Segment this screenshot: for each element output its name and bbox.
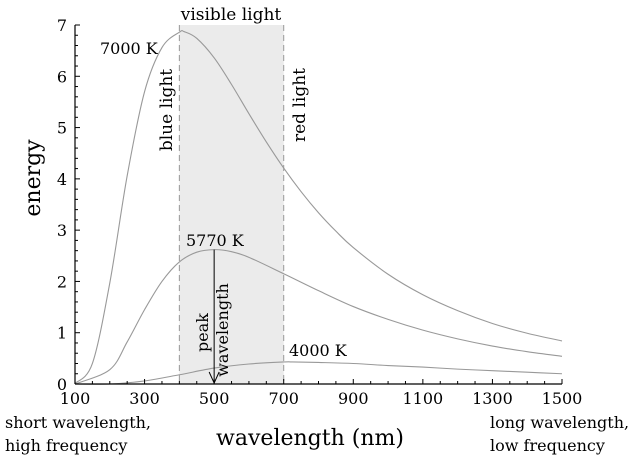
- series-label-7000k: 7000 K: [100, 39, 159, 58]
- short-end-line-2: high frequency: [5, 436, 127, 455]
- peak-label-line-2: wavelength: [213, 283, 232, 377]
- curve-4000k: [74, 361, 563, 385]
- series-label-5770k: 5770 K: [186, 231, 245, 250]
- x-tick-label: 700: [268, 389, 299, 408]
- x-axis-title: wavelength (nm): [216, 426, 404, 451]
- long-end-line-1: long wavelength,: [490, 413, 629, 432]
- y-tick-label: 5: [57, 119, 67, 138]
- short-end-line-1: short wavelength,: [5, 413, 151, 432]
- curve-7000k: [74, 29, 563, 384]
- peak-wavelength-arrow: [208, 249, 220, 385]
- y-tick-label: 3: [57, 221, 67, 240]
- y-tick-label: 1: [57, 324, 67, 343]
- x-tick-label: 1300: [472, 389, 513, 408]
- y-tick-label: 2: [57, 272, 67, 291]
- y-tick-label: 0: [57, 375, 67, 394]
- visible-light-label: visible light: [180, 5, 282, 25]
- peak-wavelength-label: peak wavelength: [193, 283, 232, 377]
- x-tick-label: 300: [129, 389, 160, 408]
- long-end-label: long wavelength, low frequency: [490, 413, 634, 455]
- curves-group: [74, 29, 563, 385]
- x-tick-label: 500: [199, 389, 230, 408]
- curve-5770k: [74, 249, 563, 385]
- long-end-line-2: low frequency: [490, 436, 605, 455]
- y-axis-title: energy: [21, 139, 46, 217]
- blue-light-label: blue light: [157, 69, 177, 151]
- y-tick-label: 6: [57, 67, 67, 86]
- x-ticks-group: 100 300 500 700 900 1100 1300 1500: [60, 379, 583, 408]
- peak-arrow-head: [208, 371, 220, 385]
- x-tick-label: 900: [338, 389, 369, 408]
- y-ticks-group: 0 1 2 3 4 5 6 7: [57, 16, 80, 394]
- x-tick-label: 100: [60, 389, 91, 408]
- x-tick-label: 1500: [542, 389, 583, 408]
- peak-label-line-1: peak: [193, 313, 212, 352]
- y-tick-label: 4: [57, 170, 67, 189]
- y-tick-label: 7: [57, 16, 67, 35]
- series-label-4000k: 4000 K: [289, 341, 348, 360]
- short-end-label: short wavelength, high frequency: [5, 413, 156, 455]
- red-light-label: red light: [290, 68, 310, 142]
- x-tick-label: 1100: [402, 389, 443, 408]
